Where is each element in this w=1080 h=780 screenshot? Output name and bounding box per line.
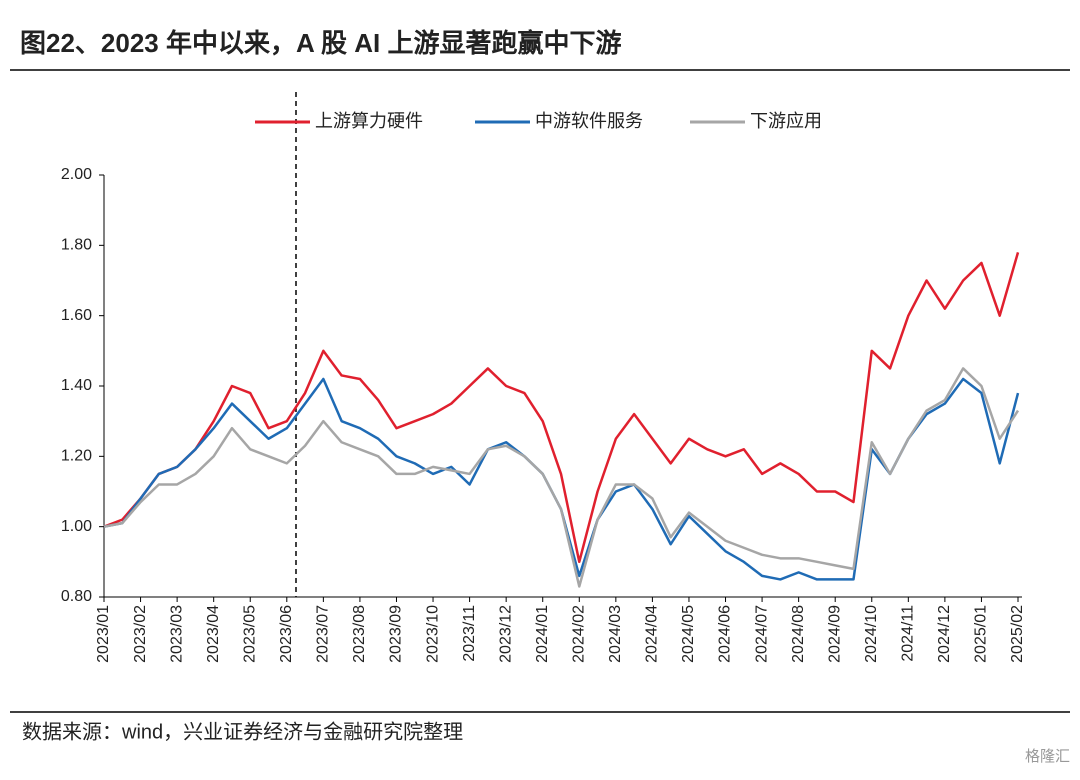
x-tick-label: 2024/10	[863, 605, 880, 663]
x-tick-label: 2024/07	[753, 605, 770, 663]
x-tick-label: 2023/05	[241, 605, 258, 663]
x-tick-label: 2023/02	[132, 605, 149, 663]
x-tick-label: 2024/08	[790, 605, 807, 663]
x-tick-label: 2024/11	[900, 605, 917, 662]
x-tick-label: 2023/04	[205, 605, 222, 663]
x-tick-label: 2023/09	[388, 605, 405, 663]
source: 数据来源：wind，兴业证券经济与金融研究院整理	[22, 720, 463, 743]
x-tick-label: 2023/12	[497, 605, 514, 663]
x-tick-label: 2025/01	[973, 605, 990, 663]
x-tick-label: 2024/06	[717, 605, 734, 663]
series-line	[103, 252, 1020, 564]
x-tick-label: 2024/03	[607, 605, 624, 663]
x-tick-label: 2024/02	[570, 605, 587, 663]
y-tick-label: 2.00	[61, 166, 92, 183]
x-tick-label: 2023/03	[168, 605, 185, 663]
x-tick-label: 2024/05	[680, 605, 697, 663]
legend-label: 下游应用	[750, 111, 822, 131]
x-tick-label: 2023/07	[315, 605, 332, 663]
legend-label: 中游软件服务	[535, 111, 643, 131]
y-tick-label: 1.00	[61, 518, 92, 535]
x-tick-label: 2023/06	[278, 605, 295, 663]
x-tick-label: 2023/08	[351, 605, 368, 663]
legend-label: 上游算力硬件	[315, 111, 423, 131]
y-tick-label: 1.20	[61, 448, 92, 465]
series-line	[103, 367, 1020, 588]
chart-title: 图22、2023 年中以来，A 股 AI 上游显著跑赢中下游	[20, 28, 621, 58]
x-tick-label: 2024/12	[936, 605, 953, 663]
y-tick-label: 1.80	[61, 237, 92, 254]
y-tick-label: 1.40	[61, 377, 92, 394]
x-tick-label: 2024/01	[534, 605, 551, 663]
watermark: 格隆汇	[1025, 748, 1070, 765]
x-tick-label: 2024/04	[644, 605, 661, 663]
y-tick-label: 1.60	[61, 307, 92, 324]
x-tick-label: 2023/10	[424, 605, 441, 663]
x-tick-label: 2023/01	[95, 605, 112, 663]
y-tick-label: 0.80	[61, 588, 92, 605]
x-tick-label: 2023/11	[461, 605, 478, 662]
x-tick-label: 2024/09	[826, 605, 843, 663]
x-tick-label: 2025/02	[1009, 605, 1026, 663]
